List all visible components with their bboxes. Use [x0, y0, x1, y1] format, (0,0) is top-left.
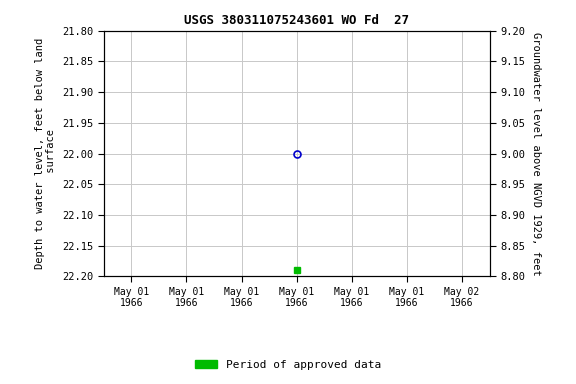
Legend: Period of approved data: Period of approved data: [191, 356, 385, 375]
Y-axis label: Groundwater level above NGVD 1929, feet: Groundwater level above NGVD 1929, feet: [530, 32, 540, 275]
Y-axis label: Depth to water level, feet below land
 surface: Depth to water level, feet below land su…: [35, 38, 56, 269]
Title: USGS 380311075243601 WO Fd  27: USGS 380311075243601 WO Fd 27: [184, 14, 409, 27]
